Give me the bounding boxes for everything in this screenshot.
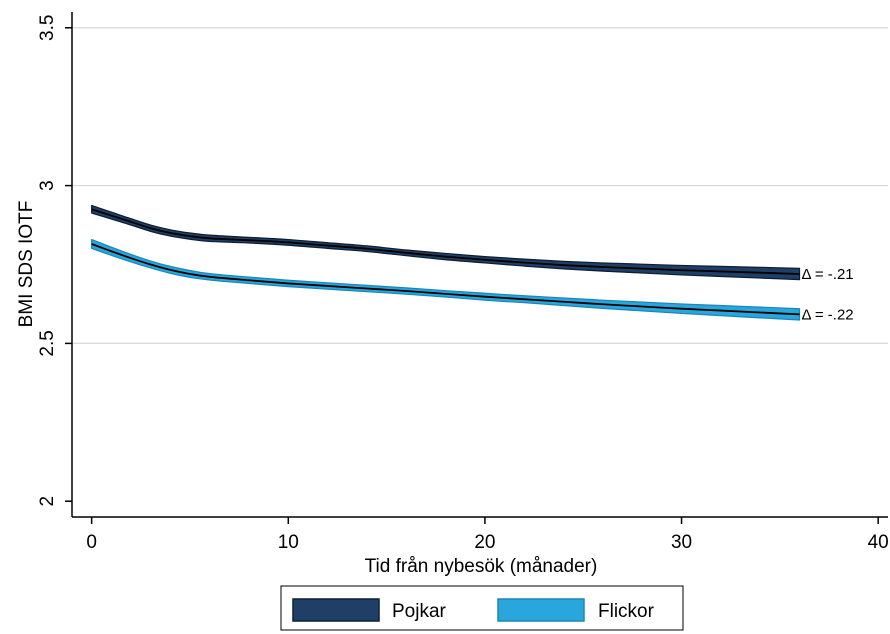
gridlines — [72, 27, 888, 345]
series-line-pojkar — [91, 208, 800, 275]
y-tick-label-3: 3.5 — [37, 15, 58, 41]
x-axis-title: Tid från nybesök (månader) — [365, 556, 598, 577]
y-axis-title: BMI SDS IOTF — [16, 201, 37, 328]
y-tick-label-1: 2.5 — [37, 330, 58, 356]
x-tick-label-0: 0 — [86, 532, 97, 553]
legend: Pojkar Flickor — [280, 585, 684, 631]
x-tick-label-3: 30 — [671, 532, 692, 553]
x-tick-label-2: 20 — [474, 532, 495, 553]
x-tick-label-4: 40 — [868, 532, 889, 553]
y-tick-label-2: 3 — [37, 180, 58, 191]
legend-label-pojkar: Pojkar — [392, 601, 447, 622]
end-labels: Δ = -.21 Δ = -.22 — [802, 266, 854, 323]
legend-swatch-flickor — [497, 598, 585, 622]
legend-swatch-pojkar — [292, 598, 380, 622]
end-label-pojkar: Δ = -.21 — [802, 266, 854, 283]
y-tick-label-0: 2 — [37, 496, 58, 507]
end-label-flickor: Δ = -.22 — [802, 306, 854, 323]
x-tick-label-1: 10 — [278, 532, 299, 553]
series-group — [91, 204, 801, 321]
legend-label-flickor: Flickor — [598, 601, 655, 622]
axes — [71, 12, 888, 518]
ticks: 0 10 20 30 40 2 2.5 3 3.5 — [37, 15, 889, 553]
series-line-flickor — [91, 243, 800, 316]
